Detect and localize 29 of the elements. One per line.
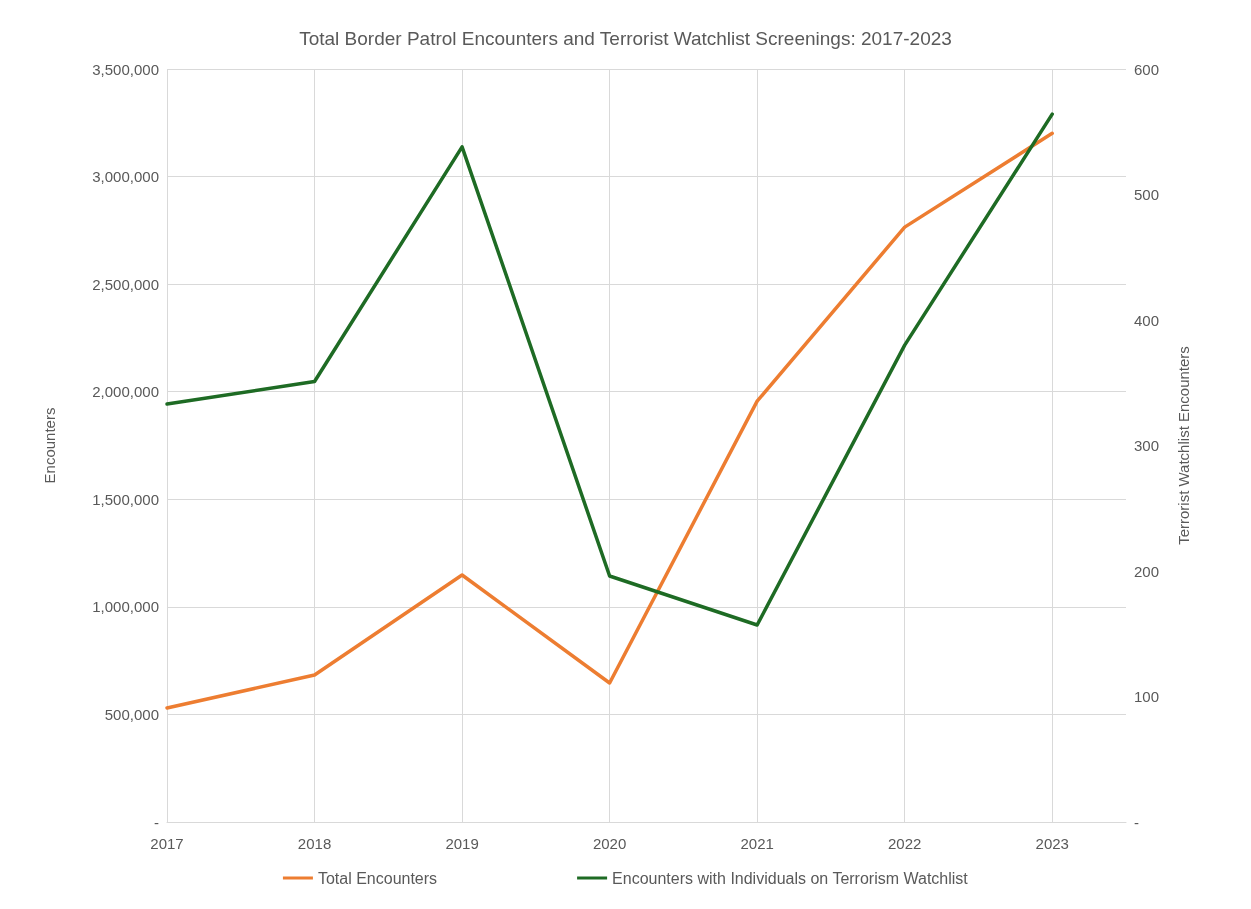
chart-title: Total Border Patrol Encounters and Terrorist Watchlist Screenings: 2017-2023 [299,28,952,49]
x-tick-label: 2019 [445,835,479,852]
line-series [165,112,1054,627]
y2-tick-label: - [1134,813,1139,831]
y-tick-label: 1,500,000 [92,490,159,508]
y-tick-label: 2,000,000 [92,383,159,401]
x-tick-label: 2017 [150,835,184,852]
y2-tick-label: 100 [1134,688,1160,705]
legend-label: Total Encounters [317,869,438,887]
y-tick-label: 500,000 [104,705,159,723]
legend-label: Encounters with Individuals on Terrorism Watchlist [612,869,969,887]
y2-tick-label: 300 [1134,437,1160,454]
y-tick-label: 1,000,000 [92,598,159,616]
y-tick-label: 3,000,000 [92,168,159,186]
y2-axis-title: Terrorist Watchlist Encounters [1175,346,1192,545]
y-tick-label: 3,500,000 [92,60,159,78]
line-series [165,131,1054,710]
y-axis-title: Encounters [41,407,58,484]
y-tick-label: 2,500,000 [92,275,159,293]
y2-tick-label: 500 [1134,186,1160,203]
y-tick-label: - [154,813,159,831]
x-tick-label: 2020 [592,835,627,852]
y2-tick-label: 200 [1134,562,1160,580]
y2-tick-label: 600 [1134,60,1160,78]
x-tick-label: 2021 [740,835,774,852]
y2-tick-label: 400 [1134,311,1160,329]
x-tick-label: 2022 [888,835,922,852]
x-tick-label: 2023 [1035,835,1069,852]
x-tick-label: 2018 [297,835,332,852]
